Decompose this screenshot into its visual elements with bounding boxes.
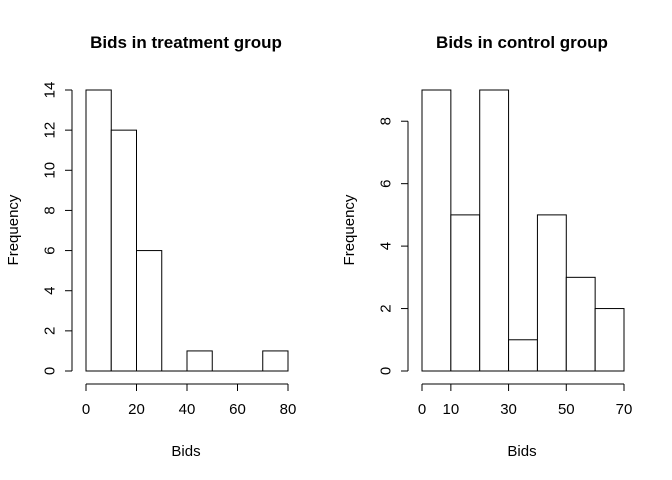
- histogram-bar: [508, 339, 538, 372]
- x-tick-label: 80: [280, 401, 297, 418]
- y-tick-label: 2: [42, 327, 59, 335]
- x-axis-label: Bids: [507, 443, 536, 460]
- histogram-bar: [421, 89, 452, 372]
- y-tick-label: 0: [378, 367, 395, 375]
- treatment-histogram-panel: Bids in treatment group Bids Frequency 0…: [5, 33, 296, 460]
- histogram-bar: [186, 350, 213, 372]
- x-tick-label: 20: [128, 401, 145, 418]
- y-tick-label: 4: [378, 242, 395, 250]
- histogram-bar: [594, 308, 625, 372]
- x-tick-label: 30: [500, 401, 517, 418]
- x-tick-label: 60: [229, 401, 246, 418]
- x-tick-label: 40: [179, 401, 196, 418]
- histogram-bar: [536, 214, 567, 372]
- y-tick-label: 8: [378, 117, 395, 125]
- y-tick-label: 10: [42, 162, 59, 179]
- histogram-bar: [85, 89, 112, 372]
- chart-title: Bids in control group: [436, 33, 608, 52]
- histogram-bar: [136, 250, 163, 372]
- y-axis-label: Frequency: [341, 194, 358, 265]
- y-tick-label: 12: [42, 122, 59, 139]
- x-tick-label: 70: [616, 401, 633, 418]
- x-tick-label: 0: [418, 401, 426, 418]
- x-tick-label: 0: [82, 401, 90, 418]
- x-tick-label: 50: [558, 401, 575, 418]
- histogram-bar: [479, 89, 510, 372]
- y-tick-label: 0: [42, 367, 59, 375]
- histogram-bar: [110, 129, 137, 372]
- control-histogram-panel: Bids in control group Bids Frequency 0 10…: [341, 33, 632, 460]
- y-tick-label: 6: [378, 179, 395, 187]
- y-axis-label: Frequency: [5, 194, 22, 265]
- chart-title: Bids in treatment group: [90, 33, 282, 52]
- histogram-bar: [565, 276, 596, 372]
- y-tick-label: 2: [378, 304, 395, 312]
- histogram-bar: [262, 350, 289, 372]
- histogram-bar: [450, 214, 481, 372]
- y-tick-label: 4: [42, 287, 59, 295]
- y-tick-label: 6: [42, 246, 59, 254]
- x-tick-label: 10: [443, 401, 460, 418]
- y-tick-label: 14: [42, 82, 59, 99]
- y-tick-label: 8: [42, 206, 59, 214]
- x-axis-label: Bids: [171, 443, 200, 460]
